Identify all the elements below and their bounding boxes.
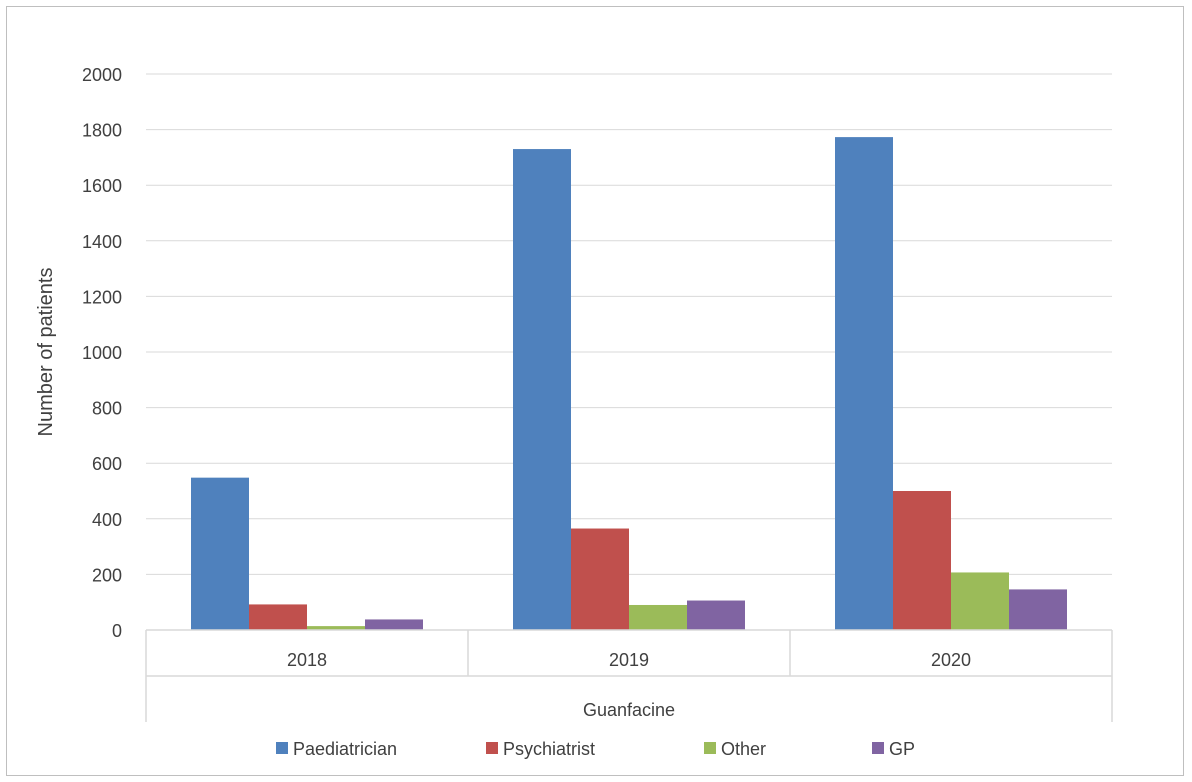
legend-swatch-gp [872, 742, 884, 754]
x-axis [145, 629, 1113, 722]
legend-label: Other [721, 739, 766, 759]
y-tick-label: 1800 [82, 121, 122, 141]
y-tick-label: 1400 [82, 232, 122, 252]
x-tick-label: 2019 [609, 650, 649, 670]
bar-paediatrician-2018 [191, 477, 249, 630]
y-axis-tick-labels: 0 200 400 600 800 1000 1200 1400 1600 1800 2000 [82, 65, 122, 641]
legend-label: GP [889, 739, 915, 759]
x-axis-category-labels: 2018 2019 2020 [287, 650, 971, 670]
y-tick-label: 800 [92, 399, 122, 419]
bar-psychiatrist-2020 [893, 491, 951, 630]
bars [191, 137, 1067, 630]
bar-gp-2018 [365, 619, 423, 630]
y-tick-label: 1000 [82, 343, 122, 363]
x-tick-label: 2020 [931, 650, 971, 670]
bar-psychiatrist-2018 [249, 604, 307, 630]
bar-gp-2019 [687, 600, 745, 630]
bar-psychiatrist-2019 [571, 528, 629, 630]
y-axis-label: Number of patients [35, 268, 57, 437]
y-tick-label: 200 [92, 565, 122, 585]
legend-swatch-paediatrician [276, 742, 288, 754]
legend-label: Psychiatrist [503, 739, 595, 759]
x-axis-group-label: Guanfacine [583, 700, 675, 720]
bar-gp-2020 [1009, 589, 1067, 630]
x-tick-label: 2018 [287, 650, 327, 670]
bar-other-2020 [951, 572, 1009, 630]
y-tick-label: 1600 [82, 176, 122, 196]
bar-other-2019 [629, 604, 687, 630]
legend-swatch-other [704, 742, 716, 754]
y-tick-label: 600 [92, 454, 122, 474]
y-tick-label: 1200 [82, 287, 122, 307]
bar-other-2018 [307, 626, 365, 630]
y-tick-label: 400 [92, 510, 122, 530]
y-tick-label: 2000 [82, 65, 122, 85]
legend-label: Paediatrician [293, 739, 397, 759]
bar-paediatrician-2020 [835, 137, 893, 630]
legend: Paediatrician Psychiatrist Other GP [276, 739, 915, 759]
legend-swatch-psychiatrist [486, 742, 498, 754]
bar-paediatrician-2019 [513, 149, 571, 630]
chart-frame [6, 6, 1184, 776]
y-tick-label: 0 [112, 621, 122, 641]
